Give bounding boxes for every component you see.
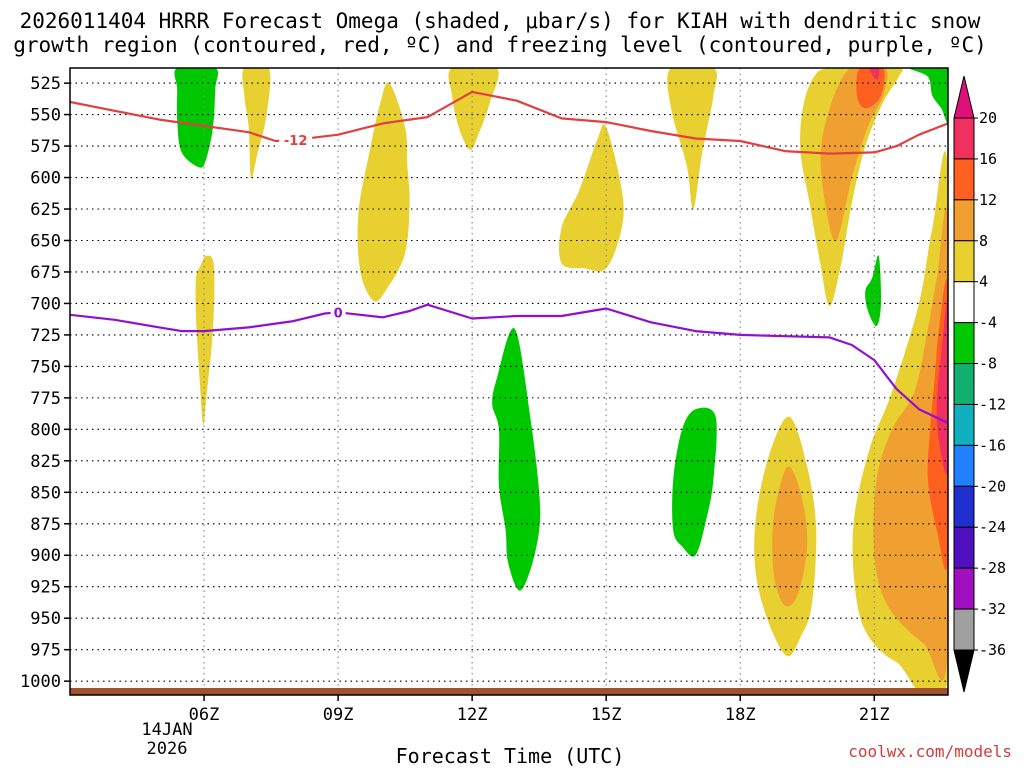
date-label-day: 14JAN [141, 720, 192, 740]
colorbar-label-4: 4 [979, 273, 988, 291]
y-tick-label-925: 925 [30, 578, 61, 598]
chart-title-line1: 2026011404 HRRR Forecast Omega (shaded, … [20, 9, 981, 33]
temperature-contours: -12 0 [70, 90, 948, 424]
colorbar-swatch-6 [953, 363, 975, 405]
contour-line-freezing-0C [70, 303, 948, 424]
colorbar-label-13: -36 [979, 641, 1006, 659]
x-tick-label-06Z: 06Z [189, 705, 220, 725]
x-axis-label: Forecast Time (UTC) [396, 744, 625, 768]
gridlines [70, 68, 948, 695]
colorbar-swatch-9 [953, 485, 975, 528]
colorbar-swatch-0 [953, 117, 975, 160]
colorbar-label-8: -16 [979, 436, 1006, 454]
y-tick-label-800: 800 [30, 420, 61, 440]
y-tick-label-650: 650 [30, 231, 61, 251]
y-tick-label-825: 825 [30, 452, 61, 472]
omega-region-green-06z-upper [174, 68, 219, 168]
colorbar-label-2: 12 [979, 191, 997, 209]
colorbar-label-3: 8 [979, 232, 988, 250]
omega-region-green-13z [492, 327, 541, 591]
colorbar-swatch-5 [953, 322, 975, 365]
colorbar-label-6: -8 [979, 355, 997, 373]
colorbar-swatch-4 [953, 281, 975, 324]
colorbar-label-11: -28 [979, 559, 1006, 577]
x-tick-label-15Z: 15Z [591, 705, 622, 725]
y-axis-pressure-ticks: 525 550 575 600 625 650 675 700 725 750 775 800 825 8… [20, 74, 70, 692]
y-tick-label-875: 875 [30, 515, 61, 535]
y-tick-label-600: 600 [30, 169, 61, 189]
omega-region-yellow-10z [357, 82, 410, 302]
colorbar-swatch-3 [953, 240, 975, 283]
y-tick-label-725: 725 [30, 326, 61, 346]
colorbar-label-10: -24 [979, 518, 1006, 536]
omega-region-red-2230z [936, 299, 948, 475]
colorbar-label-1: 16 [979, 150, 997, 168]
omega-region-orange-19z [772, 466, 808, 607]
colorbar-swatch-12 [953, 608, 975, 651]
contour-label-bg-freezing-0C [330, 304, 346, 321]
y-tick-label-975: 975 [30, 641, 61, 661]
plot-frame [69, 67, 949, 696]
ground-surface-bar [70, 688, 948, 695]
y-tick-label-950: 950 [30, 609, 61, 629]
date-label-year: 2026 [147, 739, 188, 759]
omega-region-yellow-07z [242, 68, 271, 179]
y-tick-label-700: 700 [30, 294, 61, 314]
omega-region-green-1630z [672, 407, 717, 557]
colorbar-label-7: -12 [979, 395, 1006, 413]
omega-region-green-22z-top [909, 68, 948, 123]
omega-region-green-21z [865, 255, 882, 327]
chart-title-line2: growth region (contoured, red, ºC) and f… [13, 33, 987, 57]
omega-region-orange-20z [820, 68, 888, 241]
credit-text: coolwx.com/models [848, 742, 1012, 761]
colorbar-swatch-7 [953, 403, 975, 446]
colorbar-swatch-8 [953, 444, 975, 487]
omega-region-yellow-06z-lower [195, 255, 215, 425]
colorbar-top-arrow [953, 75, 975, 119]
y-tick-label-850: 850 [30, 483, 61, 503]
y-tick-label-775: 775 [30, 389, 61, 409]
y-tick-label-625: 625 [30, 200, 61, 220]
y-tick-label-1000: 1000 [20, 672, 61, 692]
colorbar-bottom-arrow [953, 649, 975, 693]
y-tick-label-900: 900 [30, 546, 61, 566]
contour-line-dendritic-12C [70, 90, 948, 155]
colorbar-label-9: -20 [979, 477, 1006, 495]
x-tick-label-18Z: 18Z [725, 705, 756, 725]
x-tick-label-21Z: 21Z [859, 705, 890, 725]
y-tick-label-525: 525 [30, 74, 61, 94]
omega-region-orange-22z [873, 207, 948, 681]
y-tick-label-550: 550 [30, 106, 61, 126]
contour-label-freezing-0C: 0 [334, 306, 343, 321]
colorbar-label-5: -4 [979, 314, 997, 332]
colorbar-swatch-11 [953, 567, 975, 610]
x-tick-label-09Z: 09Z [323, 705, 354, 725]
colorbar-label-12: -32 [979, 600, 1006, 618]
colorbar-label-0: 20 [979, 109, 997, 127]
x-axis-time-ticks: 06Z 09Z 12Z 15Z 18Z 21Z [189, 695, 890, 725]
omega-colorbar: 20 16 12 8 4 -4 -8 -12 -16 -20 -24 -28 -32 -36 [953, 75, 1006, 693]
contour-label-dendritic-12C: -12 [284, 134, 308, 149]
omega-region-yellow-12z [448, 68, 499, 150]
colorbar-swatch-2 [953, 199, 975, 242]
y-tick-label-675: 675 [30, 263, 61, 283]
colorbar-swatch-10 [953, 526, 975, 569]
y-tick-label-750: 750 [30, 357, 61, 377]
contour-label-bg-dendritic-12C [279, 131, 313, 148]
y-tick-label-575: 575 [30, 137, 61, 157]
omega-region-yellow-15z [558, 124, 624, 272]
x-tick-label-12Z: 12Z [457, 705, 488, 725]
colorbar-swatch-1 [953, 158, 975, 201]
